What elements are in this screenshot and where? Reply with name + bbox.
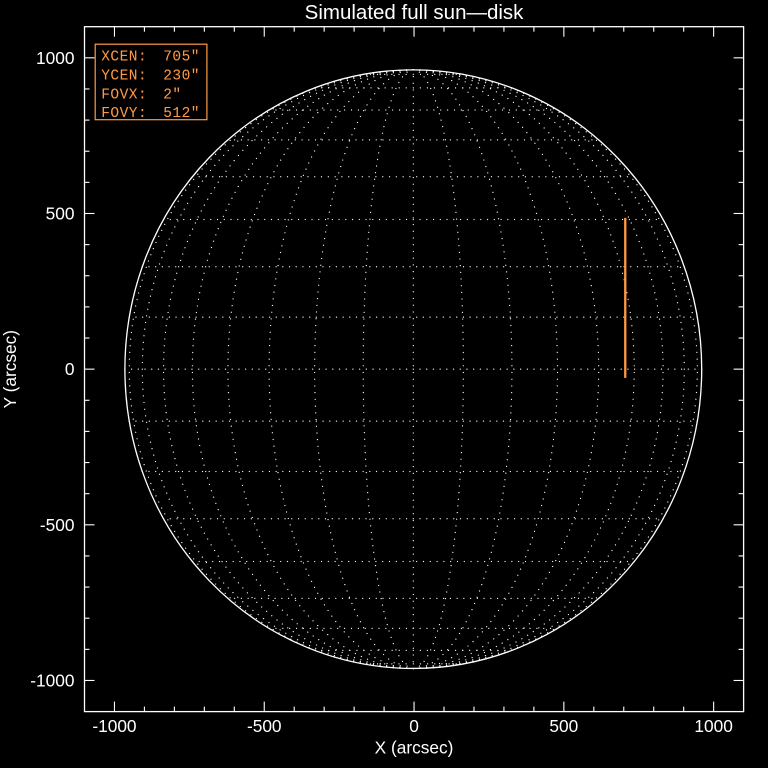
svg-text:500: 500 xyxy=(549,716,578,736)
svg-text:-500: -500 xyxy=(247,716,282,736)
svg-text:Y (arcsec): Y (arcsec) xyxy=(0,330,20,408)
svg-text:X (arcsec): X (arcsec) xyxy=(375,738,454,758)
svg-text:-1000: -1000 xyxy=(92,716,136,736)
svg-text:XCEN:: XCEN: xyxy=(101,50,147,66)
svg-text:500: 500 xyxy=(46,203,75,223)
svg-text:1000: 1000 xyxy=(694,716,732,736)
svg-text:2": 2" xyxy=(163,87,181,103)
svg-text:0: 0 xyxy=(409,716,419,736)
svg-text:-500: -500 xyxy=(40,515,75,535)
svg-text:YCEN:: YCEN: xyxy=(101,69,147,85)
svg-text:Simulated full sun—disk: Simulated full sun—disk xyxy=(305,1,525,24)
svg-text:230": 230" xyxy=(163,69,200,85)
svg-text:512": 512" xyxy=(163,106,200,122)
svg-text:FOVX:: FOVX: xyxy=(101,87,147,103)
svg-text:0: 0 xyxy=(65,359,75,379)
svg-text:FOVY:: FOVY: xyxy=(101,106,147,122)
svg-text:1000: 1000 xyxy=(36,48,74,68)
svg-text:705": 705" xyxy=(163,50,200,66)
svg-text:-1000: -1000 xyxy=(30,670,74,690)
